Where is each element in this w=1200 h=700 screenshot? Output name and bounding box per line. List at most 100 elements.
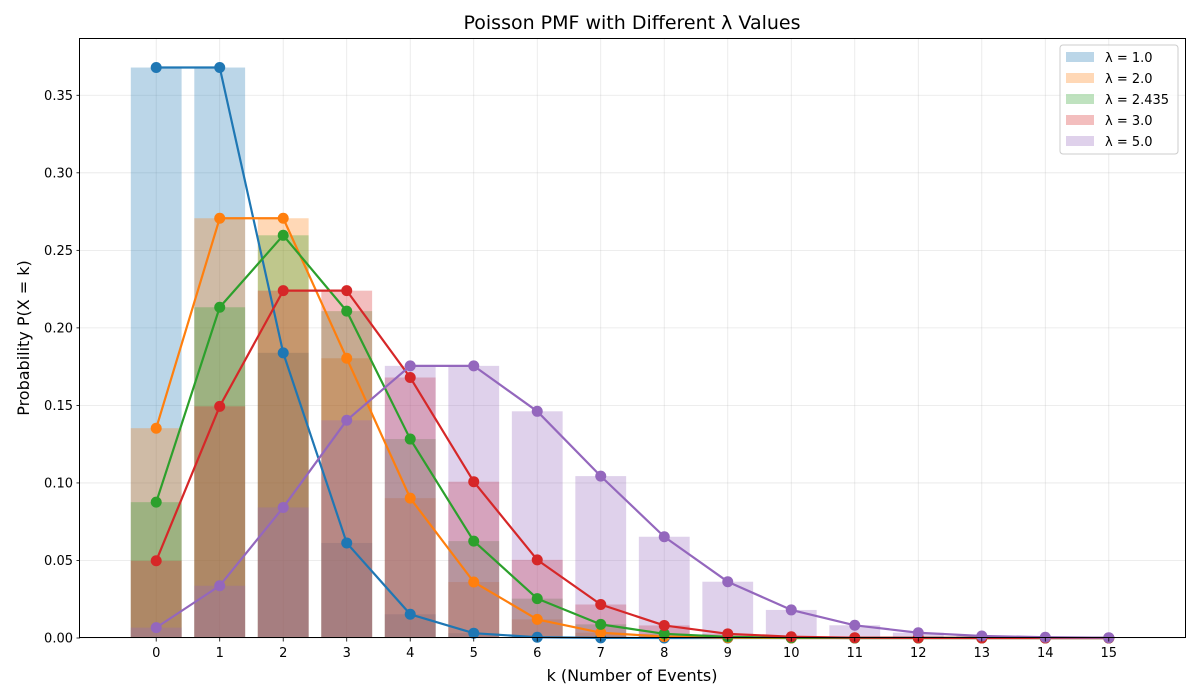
y-tick-label: 0.05 — [44, 554, 73, 569]
bar-series-0 — [321, 542, 373, 638]
x-tick-label: 2 — [279, 646, 287, 661]
legend-swatch — [1066, 73, 1094, 83]
point-series-3 — [658, 619, 670, 631]
bar-series-4 — [194, 585, 246, 638]
bar-series-0 — [194, 67, 246, 639]
legend: λ = 1.0 λ = 2.0 λ = 2.435 λ = 3.0 λ = 5.0 — [1059, 44, 1179, 155]
bar-series-2 — [257, 235, 309, 639]
bar-series-4 — [575, 476, 627, 638]
point-series-0 — [150, 62, 162, 74]
legend-swatch — [1066, 94, 1094, 104]
legend-label: λ = 2.0 — [1105, 72, 1153, 87]
point-series-4 — [468, 360, 480, 372]
point-series-1 — [404, 492, 416, 504]
point-series-4 — [785, 604, 797, 616]
point-series-4 — [912, 627, 924, 639]
point-series-4 — [658, 531, 670, 543]
point-series-3 — [785, 631, 797, 643]
point-series-4 — [150, 622, 162, 634]
y-tick-label: 0.15 — [44, 399, 73, 414]
x-tick-label: 0 — [152, 646, 160, 661]
point-series-0 — [404, 608, 416, 620]
x-tick-label: 10 — [783, 646, 800, 661]
y-tick-label: 0.10 — [44, 476, 73, 491]
point-series-4 — [595, 470, 607, 482]
point-series-4 — [849, 619, 861, 631]
legend-swatch — [1066, 52, 1094, 62]
y-tick-label: 0.30 — [44, 166, 73, 181]
point-series-2 — [150, 496, 162, 508]
x-tick-label: 6 — [533, 646, 541, 661]
point-series-3 — [341, 285, 353, 297]
bar-series-1 — [511, 619, 563, 638]
x-tick-label: 13 — [974, 646, 991, 661]
bar-series-2 — [321, 311, 373, 638]
point-series-4 — [214, 580, 226, 592]
x-tick-label: 15 — [1101, 646, 1118, 661]
point-series-3 — [595, 599, 607, 611]
point-series-3 — [214, 400, 226, 412]
point-series-2 — [531, 593, 543, 605]
point-series-4 — [404, 360, 416, 372]
bar-series-0 — [384, 614, 436, 638]
point-series-1 — [277, 212, 289, 224]
point-series-4 — [976, 630, 988, 642]
grid-layer — [80, 39, 1185, 639]
point-series-2 — [468, 535, 480, 547]
bar-series-4 — [321, 420, 373, 638]
point-series-3 — [531, 554, 543, 566]
x-tick-label: 5 — [470, 646, 478, 661]
point-series-2 — [214, 301, 226, 313]
y-tick-label: 0.25 — [44, 244, 73, 259]
chart-title: Poisson PMF with Different λ Values — [463, 12, 800, 34]
point-series-4 — [722, 576, 734, 588]
legend-frame — [1059, 44, 1179, 155]
point-series-1 — [214, 212, 226, 224]
x-tick-label: 3 — [343, 646, 351, 661]
point-series-4 — [341, 414, 353, 426]
x-tick-label: 4 — [406, 646, 414, 661]
bar-series-1 — [130, 428, 182, 638]
y-tick-label: 0.00 — [44, 632, 73, 647]
x-tick-label: 12 — [910, 646, 927, 661]
x-tick-label: 7 — [597, 646, 605, 661]
legend-label: λ = 1.0 — [1105, 51, 1153, 66]
y-axis-ticks: 0.00 0.05 0.10 0.15 0.20 0.25 0.30 0.35 — [44, 89, 80, 647]
point-series-2 — [277, 229, 289, 241]
x-tick-label: 9 — [724, 646, 732, 661]
x-tick-label: 8 — [660, 646, 668, 661]
point-series-1 — [468, 576, 480, 588]
point-series-3 — [468, 476, 480, 488]
bar-series-3 — [321, 290, 373, 638]
point-series-0 — [468, 627, 480, 639]
point-series-1 — [341, 352, 353, 364]
point-series-1 — [595, 627, 607, 639]
x-axis-title: k (Number of Events) — [547, 666, 718, 685]
point-series-3 — [277, 285, 289, 297]
point-series-4 — [531, 405, 543, 417]
x-tick-label: 11 — [846, 646, 863, 661]
point-series-2 — [341, 305, 353, 317]
point-series-1 — [150, 422, 162, 434]
point-series-3 — [722, 628, 734, 640]
bar-series-2 — [384, 439, 436, 638]
x-tick-label: 14 — [1037, 646, 1054, 661]
bar-series-0 — [130, 67, 182, 639]
point-series-0 — [214, 62, 226, 74]
bar-series-4 — [257, 507, 309, 638]
point-series-0 — [341, 537, 353, 549]
y-axis-title: Probability P(X = k) — [14, 260, 33, 416]
x-tick-label: 1 — [216, 646, 224, 661]
point-series-2 — [595, 618, 607, 630]
point-series-2 — [658, 628, 670, 640]
bar-series-4 — [829, 625, 881, 638]
legend-label: λ = 5.0 — [1105, 135, 1153, 150]
plot-frame — [79, 38, 1186, 638]
point-series-3 — [404, 371, 416, 383]
legend-label: λ = 3.0 — [1105, 114, 1153, 129]
line-series-4 — [155, 364, 1109, 639]
point-series-1 — [531, 613, 543, 625]
legend-swatch — [1066, 136, 1094, 146]
point-series-0 — [277, 347, 289, 359]
